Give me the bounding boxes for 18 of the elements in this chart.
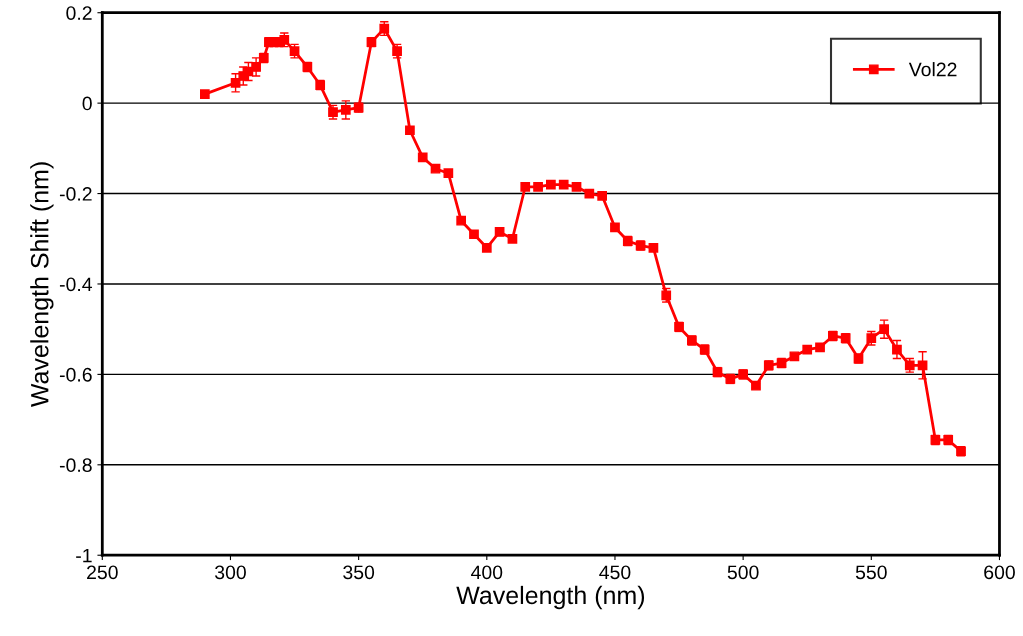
x-tick-label: 450 [599, 565, 631, 580]
x-tick-label: 600 [984, 565, 1015, 580]
x-axis-title: Wavelength (nm) [456, 585, 645, 610]
x-tick-label: 400 [471, 565, 503, 580]
y-tick-label: 0.2 [66, 6, 92, 20]
y-tick-label: -0.2 [59, 187, 92, 201]
y-axis-title: Wavelength Shift (nm) [30, 162, 54, 408]
legend-label: Vol22 [908, 62, 957, 77]
y-tick-label: -0.4 [59, 277, 93, 292]
y-tick-label: -0.8 [59, 458, 92, 473]
x-tick-label: 500 [727, 565, 759, 580]
y-tick-label: -0.6 [59, 367, 92, 382]
x-tick-label: 550 [855, 565, 887, 580]
x-tick-label: 300 [214, 565, 246, 580]
x-tick-label: 250 [87, 565, 118, 580]
y-tick-label: -1 [76, 548, 92, 563]
y-tick-label: 0 [82, 96, 92, 111]
x-tick-label: 350 [343, 565, 375, 580]
